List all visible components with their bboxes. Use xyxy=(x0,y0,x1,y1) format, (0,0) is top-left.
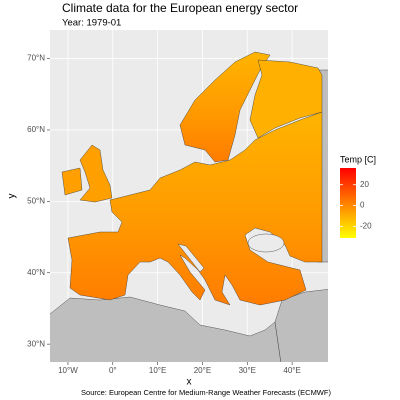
y-tick-label: 40°N xyxy=(27,268,45,277)
x-tick-label: 0° xyxy=(109,366,117,375)
legend-title: Temp [C] xyxy=(340,154,376,164)
colorbar-label: 20 xyxy=(360,180,369,189)
y-tick-label: 50°N xyxy=(27,196,45,205)
caption: Source: European Centre for Medium-Range… xyxy=(81,388,331,397)
x-axis-title: x xyxy=(187,377,192,388)
black-sea xyxy=(247,233,285,253)
x-tick-label: 10°W xyxy=(58,366,78,375)
africa xyxy=(50,296,282,362)
colorbar-label: 0 xyxy=(360,201,365,210)
colorbar xyxy=(340,168,356,238)
chart-title: Climate data for the European energy sec… xyxy=(62,1,298,15)
colorbar-label: -20 xyxy=(360,222,372,231)
ireland xyxy=(61,167,83,196)
europe-mainland xyxy=(67,111,323,306)
x-tick-label: 10°E xyxy=(149,366,166,375)
x-tick-label: 40°E xyxy=(283,366,300,375)
legend: 20 0 -20 xyxy=(340,168,372,238)
y-axis-title: y xyxy=(7,194,18,199)
map xyxy=(50,51,328,362)
middle-east xyxy=(274,289,328,362)
y-tick-label: 70°N xyxy=(27,54,45,63)
axes: 10°W 0° 10°E 20°E 30°E 40°E 30°N 40°N 50°N 60°N 70… xyxy=(27,54,301,375)
y-tick-label: 60°N xyxy=(27,125,45,134)
chart-subtitle: Year: 1979-01 xyxy=(62,18,121,29)
scandinavia xyxy=(179,51,271,163)
great-britain xyxy=(79,144,113,203)
y-tick-label: 30°N xyxy=(27,339,45,348)
finland-russia xyxy=(249,59,323,139)
adriatic xyxy=(177,243,205,273)
x-tick-label: 20°E xyxy=(194,366,211,375)
x-tick-label: 30°E xyxy=(239,366,256,375)
